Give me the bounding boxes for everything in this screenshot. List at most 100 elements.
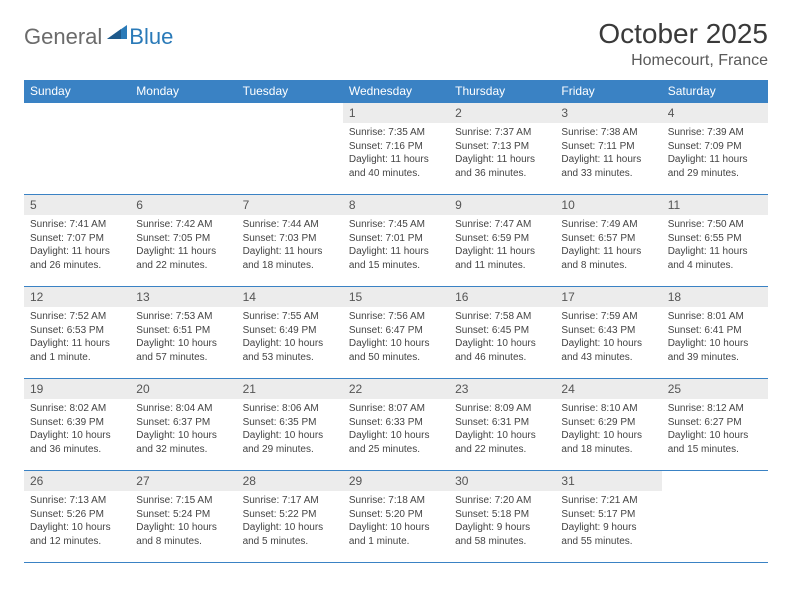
- day-number: 6: [130, 195, 236, 215]
- sunrise-text: Sunrise: 7:37 AM: [455, 126, 549, 140]
- day-number: 16: [449, 287, 555, 307]
- day-number: 24: [555, 379, 661, 399]
- sunrise-text: Sunrise: 7:44 AM: [243, 218, 337, 232]
- calendar-cell: 26Sunrise: 7:13 AMSunset: 5:26 PMDayligh…: [24, 471, 130, 563]
- sunset-text: Sunset: 6:51 PM: [136, 324, 230, 338]
- day-details: Sunrise: 8:04 AMSunset: 6:37 PMDaylight:…: [130, 399, 236, 462]
- weekday-header-row: Sunday Monday Tuesday Wednesday Thursday…: [24, 80, 768, 103]
- weekday-header: Thursday: [449, 80, 555, 103]
- day-number: 22: [343, 379, 449, 399]
- weekday-header: Saturday: [662, 80, 768, 103]
- sunset-text: Sunset: 5:26 PM: [30, 508, 124, 522]
- day-number: 20: [130, 379, 236, 399]
- calendar-cell: 15Sunrise: 7:56 AMSunset: 6:47 PMDayligh…: [343, 287, 449, 379]
- day-number: 1: [343, 103, 449, 123]
- weekday-header: Friday: [555, 80, 661, 103]
- calendar-cell: 18Sunrise: 8:01 AMSunset: 6:41 PMDayligh…: [662, 287, 768, 379]
- sunset-text: Sunset: 7:05 PM: [136, 232, 230, 246]
- calendar-cell: 9Sunrise: 7:47 AMSunset: 6:59 PMDaylight…: [449, 195, 555, 287]
- day-details: Sunrise: 8:07 AMSunset: 6:33 PMDaylight:…: [343, 399, 449, 462]
- calendar-row: 5Sunrise: 7:41 AMSunset: 7:07 PMDaylight…: [24, 195, 768, 287]
- day-number: 26: [24, 471, 130, 491]
- day-details: Sunrise: 7:55 AMSunset: 6:49 PMDaylight:…: [237, 307, 343, 370]
- calendar-cell: 20Sunrise: 8:04 AMSunset: 6:37 PMDayligh…: [130, 379, 236, 471]
- logo-text-general: General: [24, 24, 102, 50]
- day-details: Sunrise: 7:38 AMSunset: 7:11 PMDaylight:…: [555, 123, 661, 186]
- daylight-text: Daylight: 10 hours and 32 minutes.: [136, 429, 230, 456]
- logo-text-blue: Blue: [129, 24, 173, 50]
- day-details: Sunrise: 7:18 AMSunset: 5:20 PMDaylight:…: [343, 491, 449, 554]
- sunset-text: Sunset: 7:09 PM: [668, 140, 762, 154]
- calendar-row: 12Sunrise: 7:52 AMSunset: 6:53 PMDayligh…: [24, 287, 768, 379]
- sunrise-text: Sunrise: 7:13 AM: [30, 494, 124, 508]
- sunset-text: Sunset: 5:18 PM: [455, 508, 549, 522]
- sunset-text: Sunset: 6:29 PM: [561, 416, 655, 430]
- sunset-text: Sunset: 6:53 PM: [30, 324, 124, 338]
- daylight-text: Daylight: 11 hours and 11 minutes.: [455, 245, 549, 272]
- calendar-cell: 16Sunrise: 7:58 AMSunset: 6:45 PMDayligh…: [449, 287, 555, 379]
- sunrise-text: Sunrise: 8:09 AM: [455, 402, 549, 416]
- sunset-text: Sunset: 6:41 PM: [668, 324, 762, 338]
- day-number: 5: [24, 195, 130, 215]
- day-number: 17: [555, 287, 661, 307]
- daylight-text: Daylight: 10 hours and 8 minutes.: [136, 521, 230, 548]
- calendar-cell: 29Sunrise: 7:18 AMSunset: 5:20 PMDayligh…: [343, 471, 449, 563]
- daylight-text: Daylight: 10 hours and 39 minutes.: [668, 337, 762, 364]
- sunrise-text: Sunrise: 7:18 AM: [349, 494, 443, 508]
- day-details: Sunrise: 7:56 AMSunset: 6:47 PMDaylight:…: [343, 307, 449, 370]
- day-details: Sunrise: 8:10 AMSunset: 6:29 PMDaylight:…: [555, 399, 661, 462]
- day-number: 28: [237, 471, 343, 491]
- daylight-text: Daylight: 9 hours and 55 minutes.: [561, 521, 655, 548]
- daylight-text: Daylight: 10 hours and 29 minutes.: [243, 429, 337, 456]
- day-number: [237, 103, 343, 123]
- day-number: [24, 103, 130, 123]
- daylight-text: Daylight: 10 hours and 53 minutes.: [243, 337, 337, 364]
- day-details: Sunrise: 7:58 AMSunset: 6:45 PMDaylight:…: [449, 307, 555, 370]
- day-number: 13: [130, 287, 236, 307]
- day-number: 7: [237, 195, 343, 215]
- sunrise-text: Sunrise: 8:04 AM: [136, 402, 230, 416]
- sunrise-text: Sunrise: 8:06 AM: [243, 402, 337, 416]
- day-number: [130, 103, 236, 123]
- sunset-text: Sunset: 6:47 PM: [349, 324, 443, 338]
- calendar-cell: 21Sunrise: 8:06 AMSunset: 6:35 PMDayligh…: [237, 379, 343, 471]
- daylight-text: Daylight: 10 hours and 5 minutes.: [243, 521, 337, 548]
- calendar-cell: [24, 103, 130, 195]
- daylight-text: Daylight: 11 hours and 36 minutes.: [455, 153, 549, 180]
- day-details: Sunrise: 7:49 AMSunset: 6:57 PMDaylight:…: [555, 215, 661, 278]
- logo: General Blue: [24, 18, 173, 50]
- page-title: October 2025: [598, 18, 768, 50]
- day-details: Sunrise: 7:44 AMSunset: 7:03 PMDaylight:…: [237, 215, 343, 278]
- day-details: Sunrise: 8:06 AMSunset: 6:35 PMDaylight:…: [237, 399, 343, 462]
- calendar-cell: [662, 471, 768, 563]
- sunrise-text: Sunrise: 7:53 AM: [136, 310, 230, 324]
- day-number: 3: [555, 103, 661, 123]
- daylight-text: Daylight: 10 hours and 36 minutes.: [30, 429, 124, 456]
- daylight-text: Daylight: 11 hours and 18 minutes.: [243, 245, 337, 272]
- sunrise-text: Sunrise: 8:12 AM: [668, 402, 762, 416]
- calendar-cell: 7Sunrise: 7:44 AMSunset: 7:03 PMDaylight…: [237, 195, 343, 287]
- sunrise-text: Sunrise: 7:59 AM: [561, 310, 655, 324]
- sunset-text: Sunset: 7:11 PM: [561, 140, 655, 154]
- sunset-text: Sunset: 7:13 PM: [455, 140, 549, 154]
- day-details: Sunrise: 8:09 AMSunset: 6:31 PMDaylight:…: [449, 399, 555, 462]
- calendar-table: Sunday Monday Tuesday Wednesday Thursday…: [24, 80, 768, 563]
- sunrise-text: Sunrise: 7:35 AM: [349, 126, 443, 140]
- day-number: 23: [449, 379, 555, 399]
- daylight-text: Daylight: 10 hours and 15 minutes.: [668, 429, 762, 456]
- sunrise-text: Sunrise: 7:56 AM: [349, 310, 443, 324]
- sunrise-text: Sunrise: 7:41 AM: [30, 218, 124, 232]
- day-number: 19: [24, 379, 130, 399]
- sunrise-text: Sunrise: 7:52 AM: [30, 310, 124, 324]
- day-details: Sunrise: 8:02 AMSunset: 6:39 PMDaylight:…: [24, 399, 130, 462]
- day-details: Sunrise: 7:15 AMSunset: 5:24 PMDaylight:…: [130, 491, 236, 554]
- day-details: Sunrise: 7:52 AMSunset: 6:53 PMDaylight:…: [24, 307, 130, 370]
- day-number: 18: [662, 287, 768, 307]
- calendar-cell: 27Sunrise: 7:15 AMSunset: 5:24 PMDayligh…: [130, 471, 236, 563]
- sunrise-text: Sunrise: 8:10 AM: [561, 402, 655, 416]
- sunset-text: Sunset: 6:49 PM: [243, 324, 337, 338]
- calendar-cell: 24Sunrise: 8:10 AMSunset: 6:29 PMDayligh…: [555, 379, 661, 471]
- daylight-text: Daylight: 10 hours and 25 minutes.: [349, 429, 443, 456]
- day-number: 31: [555, 471, 661, 491]
- sunset-text: Sunset: 5:17 PM: [561, 508, 655, 522]
